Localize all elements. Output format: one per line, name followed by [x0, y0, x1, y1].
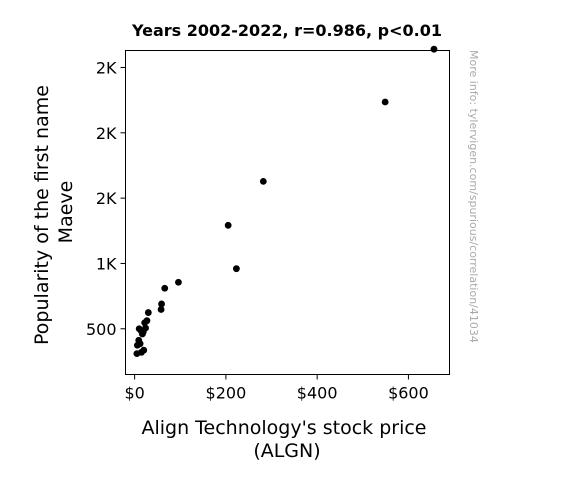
y-axis-label-line-2: Maeve: [55, 181, 77, 244]
watermark-text: More info: tylervigen.com/spurious/corre…: [467, 50, 480, 343]
data-point: [140, 346, 148, 354]
data-point: [142, 324, 149, 332]
y-tick-label: 2K: [96, 58, 117, 77]
data-point: [136, 340, 144, 348]
y-axis-label-line-1: Popularity of the first name: [31, 85, 53, 345]
x-tick-label: $200: [206, 384, 247, 403]
data-point: [232, 265, 240, 273]
x-tick-label: $600: [388, 384, 429, 403]
data-points: [133, 45, 438, 357]
data-point: [144, 309, 152, 316]
plot-area: [125, 50, 450, 375]
x-tick-label: $0: [124, 384, 144, 403]
data-point: [175, 278, 182, 286]
x-axis-label-line-2: (ALGN): [253, 440, 320, 462]
chart-title: Years 2002-2022, r=0.986, p<0.01: [131, 21, 442, 40]
data-point: [161, 284, 169, 292]
data-point: [259, 178, 267, 185]
x-axis: $0 $200 $400 $600: [124, 374, 429, 403]
data-point: [381, 98, 389, 106]
y-tick-label: 1K: [96, 254, 117, 273]
data-point: [430, 45, 438, 53]
x-axis-label: Align Technology's stock price (ALGN): [141, 417, 432, 462]
data-point: [158, 300, 165, 308]
data-point: [224, 221, 232, 229]
y-tick-label: 2K: [96, 189, 117, 208]
data-point: [157, 306, 165, 313]
y-axis-label: Popularity of the first name Maeve: [31, 79, 77, 345]
x-tick-label: $400: [297, 384, 338, 403]
data-point: [143, 317, 151, 325]
y-tick-label: 2K: [96, 124, 117, 143]
y-tick-label: 500: [86, 320, 117, 339]
x-axis-label-line-1: Align Technology's stock price: [141, 417, 426, 439]
y-axis: 500 1K 2K 2K 2K: [86, 58, 126, 339]
